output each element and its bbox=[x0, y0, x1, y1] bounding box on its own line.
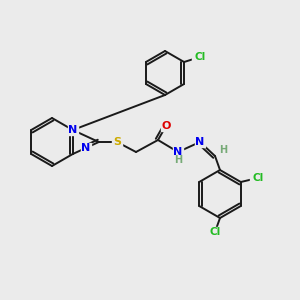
Text: Cl: Cl bbox=[209, 227, 220, 237]
Text: N: N bbox=[81, 143, 90, 153]
Text: S: S bbox=[113, 137, 121, 147]
Text: N: N bbox=[195, 137, 205, 147]
Bar bbox=[192, 52, 208, 62]
Text: N: N bbox=[68, 125, 77, 135]
Bar bbox=[195, 137, 205, 147]
Text: H: H bbox=[219, 145, 227, 155]
Bar bbox=[112, 137, 122, 147]
Bar bbox=[173, 147, 183, 157]
Bar bbox=[68, 125, 78, 135]
Text: N: N bbox=[173, 147, 183, 157]
Bar bbox=[207, 227, 223, 237]
Bar bbox=[161, 121, 171, 131]
Text: O: O bbox=[161, 121, 171, 131]
Text: H: H bbox=[174, 155, 182, 165]
Bar bbox=[250, 173, 266, 183]
Text: Cl: Cl bbox=[252, 173, 263, 183]
Text: Cl: Cl bbox=[194, 52, 206, 62]
Bar bbox=[81, 143, 91, 153]
